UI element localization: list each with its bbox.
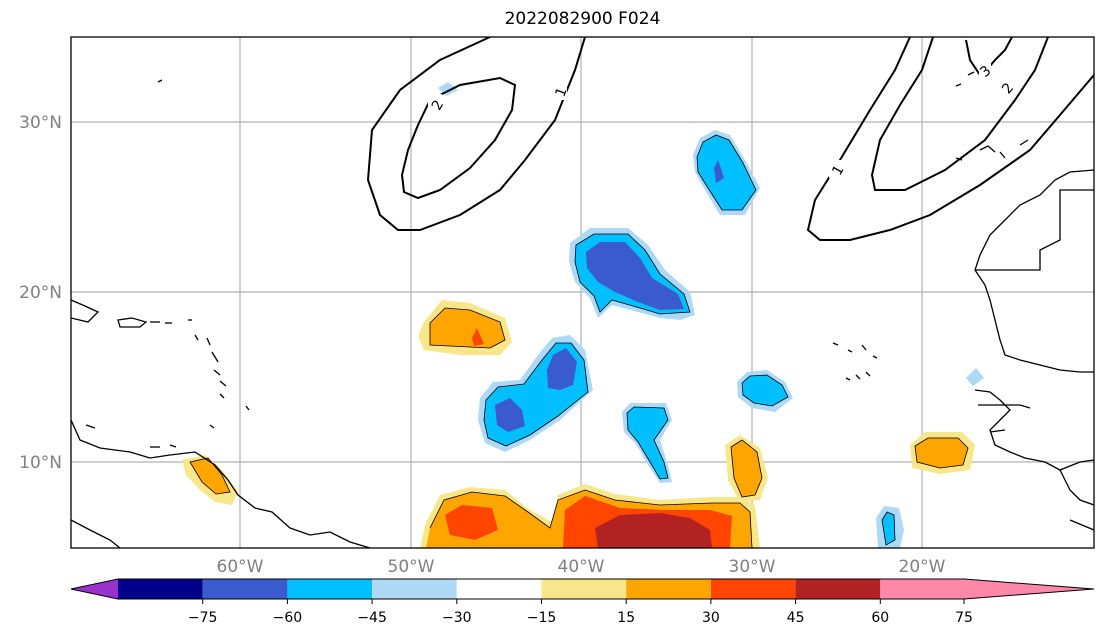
anomaly-region-negative <box>697 135 756 210</box>
lon-label-50w: 50°W <box>388 557 435 577</box>
longitude-labels: 60°W 50°W 40°W 30°W 20°W <box>217 557 946 577</box>
colorbar-extend-low <box>71 579 118 599</box>
lat-label-20n: 20°N <box>19 283 62 303</box>
colorbar-swatch <box>372 579 457 599</box>
isolines <box>366 37 1094 241</box>
map-plot-area: 2 1 1 2 3 <box>71 37 1094 548</box>
colorbar-extend-high <box>964 579 1094 599</box>
anomaly-region-positive <box>445 505 498 540</box>
anomaly-region-negative <box>586 242 684 310</box>
anomaly-region-negative <box>627 407 668 479</box>
anomaly-region-positive <box>595 513 712 548</box>
lon-label-60w: 60°W <box>217 557 264 577</box>
coastlines <box>71 71 1094 548</box>
colorbar-tick-label: −15 <box>527 610 557 626</box>
anomaly-region-negative <box>882 512 895 545</box>
colorbar-swatch <box>626 579 711 599</box>
anomaly-region-negative <box>547 348 577 390</box>
colorbar-ticks <box>202 599 965 604</box>
colorbar-swatch <box>456 579 542 599</box>
anomaly-region-positive <box>472 328 484 346</box>
lon-label-20w: 20°W <box>899 557 946 577</box>
colorbar-tick-label: −75 <box>188 610 218 626</box>
colorbar-swatch <box>710 579 796 599</box>
anomaly-region-negative <box>495 398 525 432</box>
anomaly-region-negative <box>742 375 788 406</box>
colorbar-tick-label: −30 <box>442 610 472 626</box>
anomaly-region-positive <box>430 308 505 348</box>
colorbar-swatch <box>202 579 288 599</box>
contour-outlines <box>189 134 969 548</box>
colorbar-tick-label: 30 <box>702 610 720 626</box>
lon-label-40w: 40°W <box>558 557 605 577</box>
anomaly-region-positive <box>915 438 968 468</box>
anomaly-region-negative <box>966 368 984 386</box>
anomaly-region-positive <box>731 440 762 497</box>
colorbar-swatch <box>795 579 881 599</box>
anomaly-region-negative <box>714 160 724 183</box>
lon-label-30w: 30°W <box>729 557 776 577</box>
colorbar-tick-label: 45 <box>787 610 805 626</box>
colorbar-tick-label: 75 <box>955 610 973 626</box>
map-title: 2022082900 F024 <box>504 9 661 29</box>
colorbar-tick-label: −45 <box>357 610 387 626</box>
colorbar: −75 −60 −45 −30 −15 15 30 45 60 75 <box>70 578 1095 626</box>
anomaly-region-positive <box>190 458 230 494</box>
colorbar-tick-label: 60 <box>871 610 889 626</box>
colorbar-tick-label: −60 <box>273 610 303 626</box>
colorbar-swatch <box>287 579 373 599</box>
lat-label-10n: 10°N <box>19 453 62 473</box>
colorbar-swatch <box>541 579 627 599</box>
colorbar-outline <box>70 578 1095 600</box>
map-frame <box>70 36 1095 549</box>
colorbar-tick-labels: −75 −60 −45 −30 −15 15 30 45 60 75 <box>188 610 973 626</box>
lat-label-30n: 30°N <box>19 113 62 133</box>
latitude-labels: 30°N 20°N 10°N <box>19 113 62 473</box>
colorbar-swatch <box>118 579 203 599</box>
colorbar-swatch <box>880 579 965 599</box>
colorbar-tick-label: 15 <box>617 610 635 626</box>
